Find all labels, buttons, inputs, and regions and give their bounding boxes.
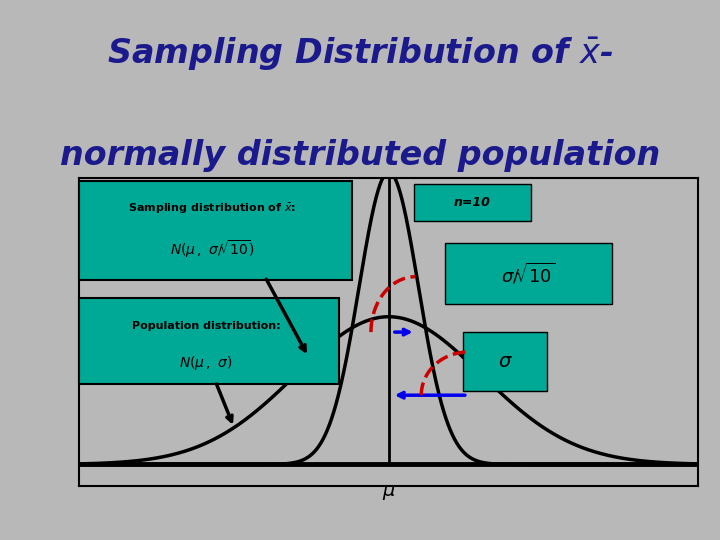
Text: $N(\mu\,,\ \sigma/\!\sqrt{10})$: $N(\mu\,,\ \sigma/\!\sqrt{10})$ (170, 238, 255, 260)
Text: $\sigma/\!\sqrt{10}$: $\sigma/\!\sqrt{10}$ (501, 261, 555, 286)
FancyBboxPatch shape (444, 243, 612, 305)
FancyBboxPatch shape (79, 298, 339, 384)
FancyBboxPatch shape (463, 332, 546, 390)
Text: $\sigma$: $\sigma$ (498, 352, 513, 371)
Text: n=10: n=10 (454, 197, 491, 210)
Text: Sampling Distribution of $\bar{x}$-: Sampling Distribution of $\bar{x}$- (107, 36, 613, 72)
Text: Sampling distribution of $\bar{x}$:: Sampling distribution of $\bar{x}$: (128, 202, 297, 216)
Text: normally distributed population: normally distributed population (60, 139, 660, 172)
Text: Population distribution:: Population distribution: (132, 321, 281, 331)
FancyBboxPatch shape (413, 184, 531, 221)
Text: $\mu$: $\mu$ (382, 483, 396, 502)
FancyBboxPatch shape (79, 181, 351, 280)
Text: $N(\mu\,,\ \sigma)$: $N(\mu\,,\ \sigma)$ (179, 354, 233, 372)
